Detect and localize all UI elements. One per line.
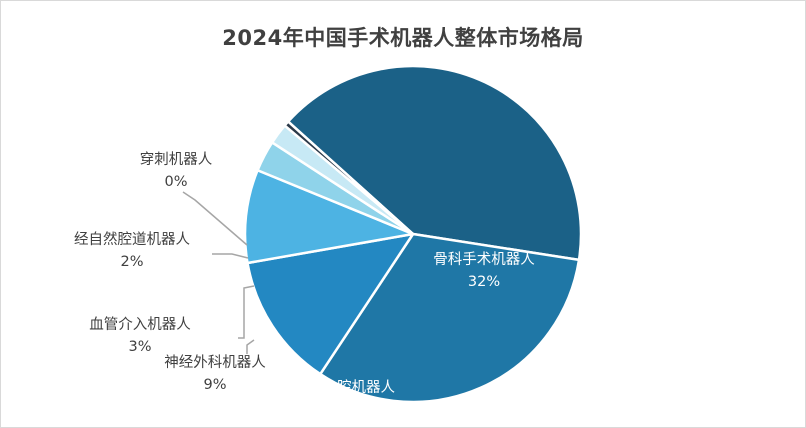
slice-value-label: 0% xyxy=(164,174,187,190)
slice-value-label: 9% xyxy=(203,377,226,393)
slice-label: 穿刺机器人 xyxy=(140,151,213,168)
slice-label: 腔机器人 xyxy=(337,379,395,396)
leader-line xyxy=(182,191,248,246)
pie-slice xyxy=(243,169,415,265)
slice-label: 血管介入机器人 xyxy=(89,316,191,333)
slice-label: 神经外科机器人 xyxy=(164,354,266,371)
pie-slice xyxy=(286,64,583,262)
slice-value-label: 2% xyxy=(120,254,143,270)
leader-line xyxy=(246,339,255,354)
slice-label: 骨科手术机器人 xyxy=(433,251,535,268)
pie-slice xyxy=(246,232,415,376)
chart-title: 2024年中国手术机器人整体市场格局 xyxy=(222,26,584,50)
pie-slice xyxy=(283,120,415,236)
slice-value-label: 32% xyxy=(468,274,500,290)
pie-slice xyxy=(319,232,581,404)
slice-value-label: 3% xyxy=(128,339,151,355)
leader-line xyxy=(238,285,255,339)
slice-label: 经自然腔道机器人 xyxy=(74,231,190,248)
leader-line xyxy=(212,253,249,259)
